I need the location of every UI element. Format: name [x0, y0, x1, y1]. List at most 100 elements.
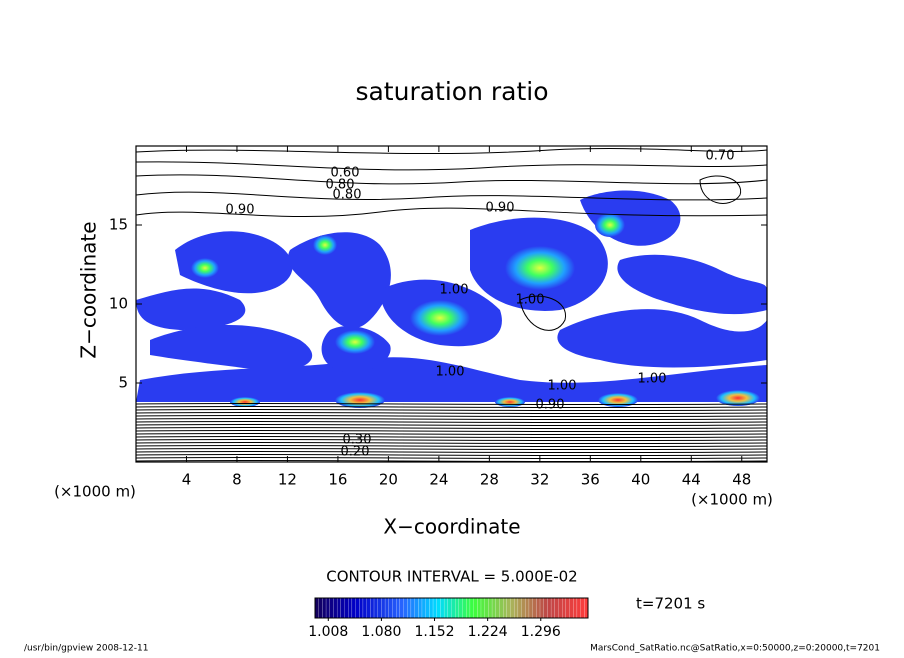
contour-line	[136, 411, 767, 415]
y-tick-label: 10	[109, 295, 128, 313]
x-tick-label: 16	[328, 471, 347, 489]
footer-left: /usr/bin/gpview 2008-12-11	[24, 644, 148, 654]
colorbar-cell	[495, 597, 500, 619]
colorbar-cell	[458, 597, 463, 619]
contour-label: 0.90	[226, 203, 255, 218]
contour-line	[136, 420, 767, 424]
contour-label: 1.00	[440, 283, 469, 298]
contour-line	[136, 429, 767, 433]
contour-line	[136, 426, 767, 430]
contour-line	[136, 423, 767, 427]
contour-line	[136, 450, 767, 454]
contour-label: 0.70	[706, 149, 735, 164]
contour-label: 0.30	[343, 433, 372, 448]
contour-line	[136, 414, 767, 418]
contour-label: 0.20	[341, 445, 370, 460]
colorbar-cell	[469, 597, 474, 619]
colorbar-cell	[392, 597, 397, 619]
contour-line	[136, 405, 767, 409]
colorbar-tick-label: 1.152	[414, 624, 454, 640]
contour-label: 0.90	[536, 398, 565, 413]
y-tick-label: 5	[118, 374, 128, 392]
colorbar-cell	[576, 597, 581, 619]
colorbar-cell	[359, 597, 364, 619]
contour-line	[136, 444, 767, 448]
colorbar-cell	[381, 597, 386, 619]
contour-label: 1.00	[638, 372, 667, 387]
colorbar-frame	[314, 597, 589, 619]
colorbar-cell	[480, 597, 485, 619]
colorbar-cell	[388, 597, 393, 619]
contour-label: 1.00	[436, 365, 465, 380]
contour-line	[136, 438, 767, 442]
x-tick-label: 24	[429, 471, 448, 489]
colorbar-cell	[584, 597, 589, 619]
colorbar-cell	[491, 597, 496, 619]
contour-label: 1.00	[516, 293, 545, 308]
colorbar-cell	[473, 597, 478, 619]
footer-right: MarsCond_SatRatio.nc@SatRatio,x=0:50000,…	[590, 644, 880, 654]
contour-line	[136, 441, 767, 445]
y-unit: (×1000 m)	[54, 483, 136, 501]
colorbar-cell	[462, 597, 467, 619]
colorbar-cell	[517, 597, 522, 619]
x-tick-label: 48	[732, 471, 751, 489]
contour-label: 1.00	[548, 379, 577, 394]
colorbar-cell	[362, 597, 367, 619]
x-unit: (×1000 m)	[691, 491, 773, 509]
colorbar-cell	[377, 597, 382, 619]
contour-line	[136, 435, 767, 439]
x-tick-label: 20	[379, 471, 398, 489]
colorbar-cell	[407, 597, 412, 619]
colorbar-cell	[429, 597, 434, 619]
colorbar-cell	[333, 597, 338, 619]
colorbar-cell	[355, 597, 360, 619]
colorbar-cell	[455, 597, 460, 619]
colorbar-cell	[573, 597, 578, 619]
colorbar-cell	[396, 597, 401, 619]
colorbar-cell	[539, 597, 544, 619]
colorbar-cell	[510, 597, 515, 619]
contour-line	[136, 417, 767, 421]
colorbar-cell	[351, 597, 356, 619]
colorbar-cell	[399, 597, 404, 619]
contour-label: 0.80	[326, 178, 355, 193]
colorbar-cell	[410, 597, 415, 619]
x-tick-label: 36	[581, 471, 600, 489]
colorbar-cell	[329, 597, 334, 619]
colorbar-cell	[558, 597, 563, 619]
x-tick-label: 32	[530, 471, 549, 489]
colorbar-cell	[336, 597, 341, 619]
colorbar-cell	[562, 597, 567, 619]
colorbar-cell	[322, 597, 327, 619]
chart-title: saturation ratio	[355, 77, 548, 106]
colorbar-cell	[318, 597, 323, 619]
colorbar-tick-label: 1.008	[308, 624, 348, 640]
colorbar-cell	[569, 597, 574, 619]
colorbar-cell	[314, 597, 319, 619]
colorbar-cell	[432, 597, 437, 619]
contour-line	[136, 432, 767, 436]
x-tick-label: 44	[682, 471, 701, 489]
colorbar-cell	[414, 597, 419, 619]
contour-field	[136, 148, 767, 462]
x-tick-label: 8	[232, 471, 242, 489]
colorbar-cell	[440, 597, 445, 619]
colorbar-cell	[436, 597, 441, 619]
time-label: t=7201 s	[636, 595, 705, 613]
colorbar-cell	[340, 597, 345, 619]
colorbar-tick-label: 1.080	[361, 624, 401, 640]
colorbar-tick-label: 1.296	[521, 624, 561, 640]
colorbar-cell	[543, 597, 548, 619]
colorbar-cell	[466, 597, 471, 619]
colorbar-cell	[370, 597, 375, 619]
colorbar-cell	[488, 597, 493, 619]
contour-label: 0.90	[486, 201, 515, 216]
colorbar-cell	[418, 597, 423, 619]
contour-line	[136, 453, 767, 457]
x-tick-label: 28	[480, 471, 499, 489]
colorbar-cell	[550, 597, 555, 619]
contour-line	[136, 456, 767, 460]
colorbar-cell	[421, 597, 426, 619]
